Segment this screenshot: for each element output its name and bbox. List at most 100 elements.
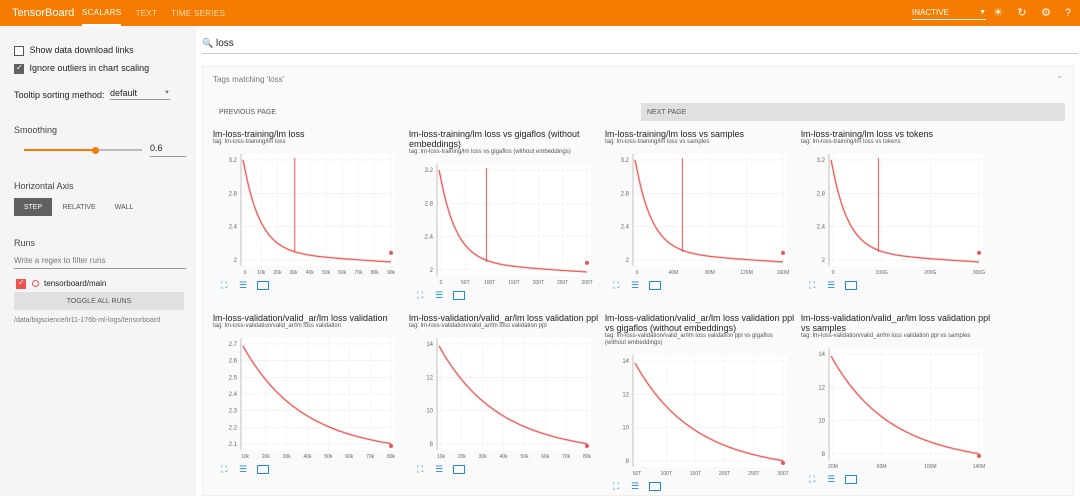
expand-icon[interactable]: ⛶ [809,474,816,484]
tag-filter-value: loss [216,38,234,49]
gear-icon[interactable]: ⚙ [1041,7,1051,19]
chart-title: lm-loss-training/lm loss vs samples [605,129,745,139]
chart-tag: tag: lm-loss-validation/valid_ar/lm loss… [801,333,971,339]
plot-area [241,154,395,266]
fit-domain-icon[interactable] [845,475,857,484]
series-smoothed-line [438,169,588,273]
fit-domain-icon[interactable] [257,465,269,474]
help-icon[interactable]: ? [1064,7,1072,19]
data-table-icon[interactable]: ☰ [827,280,836,290]
run-color-dot [31,280,39,288]
smoothing-input[interactable]: 0.6 [150,143,186,157]
y-tick-label: 3.2 [229,158,238,164]
expand-icon[interactable]: ⛶ [221,280,228,290]
chart-plot[interactable]: 3.2 2.8 2.4 20 40M 80M 120M 160M [605,150,791,278]
theme-toggle-icon[interactable]: ☀ [993,7,1003,19]
expand-icon[interactable]: ⛶ [221,464,228,474]
previous-page-button[interactable]: PREVIOUS PAGE [219,108,277,116]
ignore-outliers-label: Ignore outliers in chart scaling [29,63,150,73]
series-smoothed-line [634,159,784,263]
chart-title: lm-loss-validation/valid_ar/lm loss vali… [213,313,388,323]
x-tick-label: 0 [440,280,443,286]
smoothing-slider-fill [24,149,95,151]
expand-icon[interactable]: ⛶ [613,280,620,290]
download-links-checkbox[interactable] [14,45,24,56]
y-tick-label: 10 [622,426,629,432]
axis-relative-button[interactable]: RELATIVE [62,203,96,211]
download-links-option[interactable]: Show data download links [14,45,134,56]
run-checkbox[interactable] [16,278,26,289]
horizontal-axis-label: Horizontal Axis [14,181,74,191]
x-tick-label: 200G [924,270,936,276]
ignore-outliers-option[interactable]: Ignore outliers in chart scaling [14,63,149,74]
axis-wall-button[interactable]: WALL [114,203,134,211]
expand-icon[interactable]: ⛶ [613,481,620,491]
data-table-icon[interactable]: ☰ [435,290,444,300]
data-table-icon[interactable]: ☰ [239,464,248,474]
run-item[interactable]: tensorboard/main [16,278,106,289]
fit-domain-icon[interactable] [845,281,857,290]
x-tick-label: 50k [324,454,333,460]
y-tick-label: 2.7 [229,342,238,348]
fit-domain-icon[interactable] [257,281,269,290]
series-end-point [389,444,393,448]
fit-domain-icon[interactable] [453,465,465,474]
chart-plot[interactable]: 3.2 2.8 2.4 20 100G 200G 300G [801,150,987,278]
series-smoothed-line [438,345,588,445]
y-tick-label: 2.4 [229,392,238,398]
x-tick-label: 40k [304,454,313,460]
data-table-icon[interactable]: ☰ [435,464,444,474]
tags-matching-label: Tags matching [213,75,265,84]
chart-tag: tag: lm-loss-training/lm loss vs tokens [801,139,901,145]
tooltip-sort-value: default [110,87,138,98]
collapse-icon[interactable]: ⌃ [1056,75,1063,84]
y-tick-label: 8 [822,452,826,458]
run-path: /data/bigscience/tr11-176b-ml-logs/tenso… [14,317,161,324]
fit-domain-icon[interactable] [649,482,661,491]
chart-tag: tag: lm-loss-validation/valid_ar/lm loss… [409,323,547,329]
smoothing-slider-handle[interactable] [91,147,99,154]
chart-card: lm-loss-validation/valid_ar/lm loss vali… [605,313,795,491]
chart-plot[interactable]: 3.2 2.8 2.4 20 10k 20k 30k 40k 50k 60k 70k 80k 90k [213,150,399,278]
tooltip-sort-select[interactable]: default ▼ [110,86,170,100]
data-table-icon[interactable]: ☰ [239,280,248,290]
chart-plot[interactable]: 3.2 2.8 2.4 20 50T 100T 150T 200T 250T 300T [409,160,595,288]
toggle-all-runs-button[interactable]: TOGGLE ALL RUNS [14,292,184,310]
data-table-icon[interactable]: ☰ [631,481,640,491]
y-tick-label: 2 [626,258,630,264]
axis-step-button[interactable]: STEP [14,198,52,216]
data-table-icon[interactable]: ☰ [631,280,640,290]
tooltip-sort-label: Tooltip sorting method: [14,90,105,100]
x-tick-label: 10k [241,454,250,460]
y-tick-label: 2.4 [817,225,826,231]
plugin-select[interactable]: INACTIVE ▼ [912,6,986,20]
chart-title: lm-loss-training/lm loss vs tokens [801,129,934,139]
runs-filter-input[interactable]: Write a regex to filter runs [14,256,186,269]
x-tick-label: 10k [257,270,266,276]
expand-icon[interactable]: ⛶ [417,464,424,474]
tag-filter-input[interactable]: 🔍 loss [202,38,1078,54]
x-tick-label: 20k [262,454,271,460]
tab-text[interactable]: TEXT [135,8,158,18]
tab-time-series[interactable]: TIME SERIES [171,8,226,18]
sidebar: Show data download links Ignore outliers… [0,26,196,496]
expand-icon[interactable]: ⛶ [809,280,816,290]
x-tick-label: 50k [520,454,529,460]
x-tick-label: 150T [508,280,519,286]
fit-domain-icon[interactable] [649,281,661,290]
series-smoothed-line [830,159,980,263]
chart-card: lm-loss-training/lm loss vs samples tag: … [605,129,795,290]
next-page-button[interactable]: NEXT PAGE [641,103,1065,121]
expand-icon[interactable]: ⛶ [417,290,424,300]
tab-scalars[interactable]: SCALARS [82,0,122,26]
refresh-icon[interactable]: ↻ [1017,7,1027,19]
fit-domain-icon[interactable] [453,291,465,300]
data-table-icon[interactable]: ☰ [827,474,836,484]
plot-area [633,355,787,467]
x-tick-label: 40k [306,270,315,276]
ignore-outliers-checkbox[interactable] [14,63,24,74]
